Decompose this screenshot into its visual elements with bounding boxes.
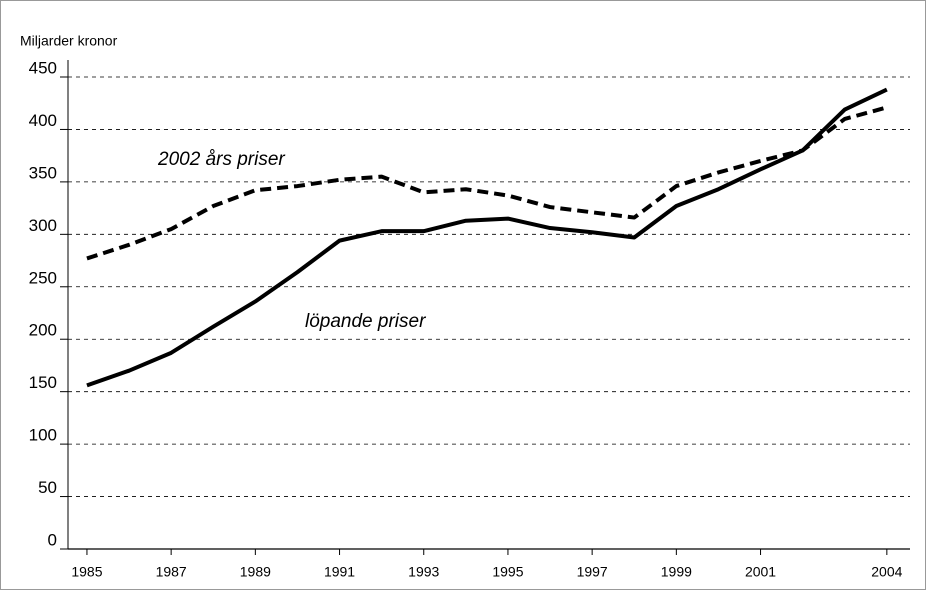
y-tick-label: 400 xyxy=(29,111,57,130)
x-tick-label: 1999 xyxy=(661,564,692,580)
series-label: löpande priser xyxy=(305,311,426,332)
y-tick-label: 350 xyxy=(29,163,57,182)
x-tick-label: 1997 xyxy=(577,564,608,580)
series-line xyxy=(86,87,888,388)
x-tick-label: 1985 xyxy=(71,564,102,580)
y-tick-label: 0 xyxy=(48,530,57,549)
x-tick-label: 1989 xyxy=(240,564,271,580)
x-tick-label: 2001 xyxy=(745,564,776,580)
series-label: 2002 års priser xyxy=(157,149,285,170)
y-tick-label: 450 xyxy=(29,58,57,77)
y-tick-label: 150 xyxy=(29,373,57,392)
x-tick-label: 1987 xyxy=(156,564,187,580)
y-tick-label: 250 xyxy=(29,268,57,287)
x-tick-label: 1995 xyxy=(492,564,523,580)
x-tick-label: 2004 xyxy=(871,564,902,580)
x-tick-label: 1991 xyxy=(324,564,355,580)
y-tick-label: 100 xyxy=(29,426,57,445)
y-tick-label: 50 xyxy=(38,478,57,497)
y-axis-label: Miljarder kronor xyxy=(20,33,118,49)
y-tick-label: 200 xyxy=(29,321,57,340)
y-tick-label: 300 xyxy=(29,216,57,235)
series-line xyxy=(86,105,888,261)
x-tick-label: 1993 xyxy=(408,564,439,580)
